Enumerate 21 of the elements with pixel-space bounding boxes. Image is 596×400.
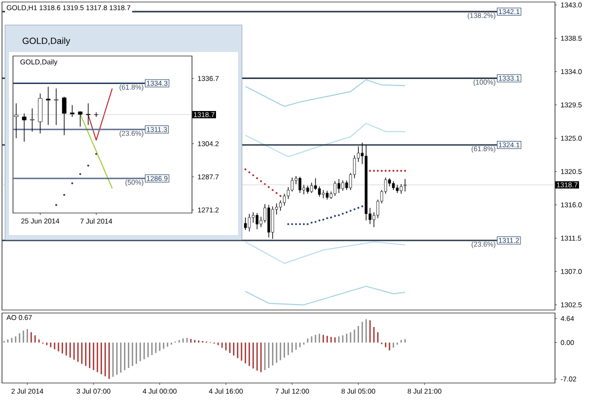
- line-series: [244, 79, 406, 107]
- candlestick: [334, 180, 336, 196]
- candlestick: [78, 112, 82, 128]
- candlestick: [364, 144, 368, 221]
- candlestick: [244, 217, 247, 230]
- candlestick: [38, 93, 42, 134]
- candlestick: [70, 104, 74, 118]
- candlestick: [30, 108, 34, 132]
- candlestick: [62, 96, 66, 136]
- candlestick: [54, 88, 58, 126]
- line-series: [244, 241, 406, 264]
- candlestick: [404, 178, 406, 192]
- chart-title: GOLD,Daily: [22, 37, 70, 46]
- candlestick: [271, 206, 274, 240]
- line-series: [244, 122, 406, 158]
- candlestick: [256, 212, 258, 230]
- candlestick: [22, 113, 26, 142]
- line-series: [244, 286, 406, 306]
- candlestick: [298, 176, 302, 194]
- candlestick: [86, 103, 90, 126]
- candlestick: [46, 86, 50, 126]
